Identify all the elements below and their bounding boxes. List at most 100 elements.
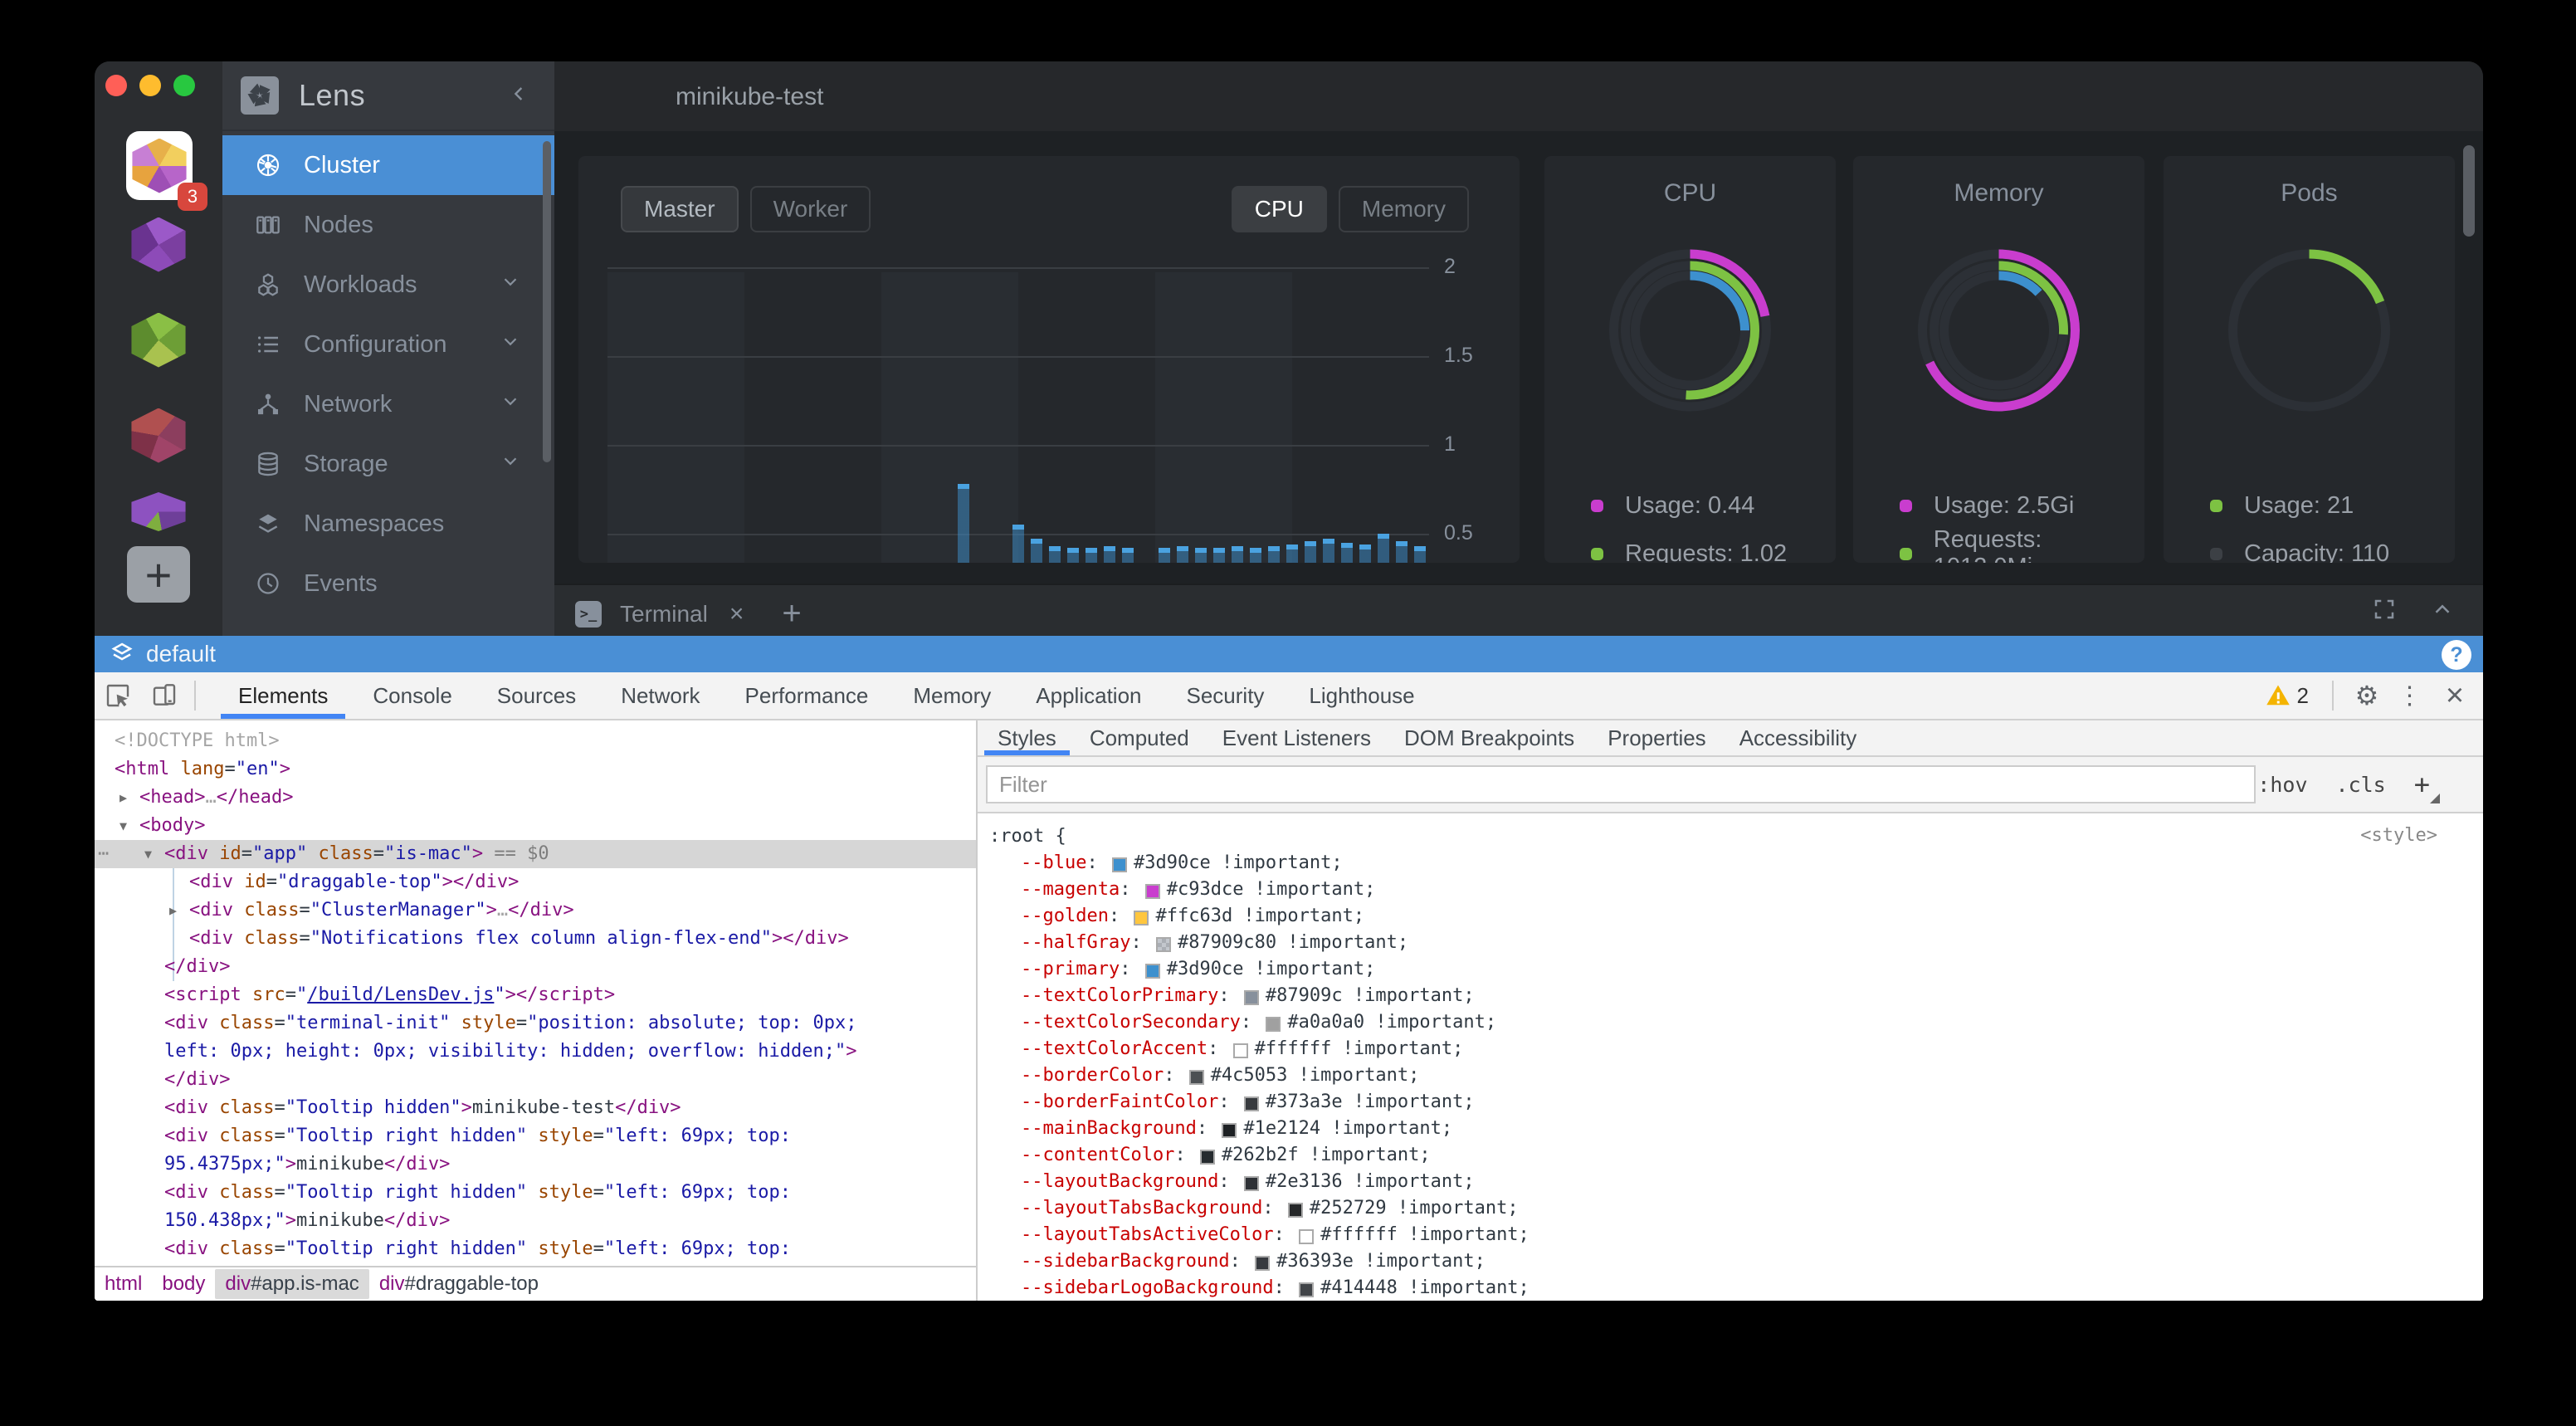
cluster-icon-active[interactable]: 3 (126, 131, 207, 211)
device-toolbar-icon[interactable] (141, 672, 188, 719)
cluster-icon-3[interactable] (127, 312, 190, 368)
devtools-tab-memory[interactable]: Memory (913, 682, 992, 708)
fullscreen-terminal-icon[interactable] (2372, 597, 2397, 626)
css-selector[interactable]: :root { (989, 826, 1066, 847)
dom-node[interactable]: <html lang="en"> (115, 759, 290, 779)
collapse-sidebar-icon[interactable] (508, 82, 531, 110)
css-variable[interactable]: --mainBackground: #1e2124 !important; (1021, 1118, 1453, 1139)
color-swatch[interactable] (1232, 1043, 1248, 1058)
styles-filter-input[interactable] (986, 765, 2256, 803)
css-variable[interactable]: --primary: #3d90ce !important; (1021, 959, 1376, 979)
devtools-tab-sources[interactable]: Sources (496, 682, 577, 708)
styles-tab-accessibility[interactable]: Accessibility (1739, 725, 1857, 750)
master-node-tab[interactable]: Master (621, 186, 739, 232)
dom-node[interactable]: <div class="Notifications flex column al… (189, 928, 849, 949)
toggle-hover-state-button[interactable]: :hov (2257, 772, 2308, 797)
styles-tab-dom-breakpoints[interactable]: DOM Breakpoints (1404, 725, 1575, 750)
css-variable[interactable]: --textColorPrimary: #87909c !important; (1021, 985, 1475, 1006)
color-swatch[interactable] (1287, 1203, 1303, 1218)
color-swatch[interactable] (1111, 857, 1127, 872)
css-variable[interactable]: --halfGray: #87909c80 !important; (1021, 932, 1409, 953)
devtools-tab-lighthouse[interactable]: Lighthouse (1309, 682, 1415, 708)
dom-node[interactable]: <!DOCTYPE html> (115, 730, 280, 751)
devtools-tab-console[interactable]: Console (373, 682, 452, 708)
dom-node[interactable]: <script src="/build/LensDev.js"></script… (164, 984, 616, 1005)
css-variable[interactable]: --layoutTabsBackground: #252729 !importa… (1021, 1198, 1519, 1218)
expanded-arrow-icon[interactable]: ▼ (120, 818, 128, 833)
terminal-tab[interactable]: >_ Terminal × + (575, 595, 802, 632)
namespace-label[interactable]: default (146, 641, 217, 667)
sidebar-scrollbar[interactable] (543, 141, 551, 462)
color-swatch[interactable] (1243, 1096, 1259, 1111)
dom-node[interactable]: 150.438px;">minikube</div> (164, 1210, 451, 1231)
memory-metric-tab[interactable]: Memory (1338, 186, 1469, 232)
color-swatch[interactable] (1243, 990, 1259, 1005)
collapse-terminal-icon[interactable] (2430, 597, 2455, 626)
dom-node[interactable]: <div class="Tooltip hidden">minikube-tes… (164, 1097, 681, 1118)
inspect-element-icon[interactable] (95, 672, 141, 719)
color-swatch[interactable] (1222, 1123, 1237, 1138)
sidebar-item-network[interactable]: Network (222, 374, 554, 434)
node-menu-dots[interactable]: ⋯ (98, 843, 109, 864)
dom-node[interactable]: ▼ <body> (95, 812, 976, 840)
css-variable[interactable]: --magenta: #c93dce !important; (1021, 879, 1376, 900)
color-swatch[interactable] (1188, 1070, 1204, 1085)
dom-node[interactable]: ▶ <head>…</head> (95, 784, 976, 812)
sidebar-item-cluster[interactable]: Cluster (222, 135, 554, 195)
css-variable[interactable]: --textColorAccent: #ffffff !important; (1021, 1038, 1464, 1059)
css-variable[interactable]: --borderFaintColor: #373a3e !important; (1021, 1091, 1475, 1112)
close-devtools-icon[interactable]: × (2445, 677, 2465, 713)
new-style-rule-button[interactable]: + (2413, 769, 2441, 803)
styles-tab-properties[interactable]: Properties (1608, 725, 1706, 750)
color-swatch[interactable] (1243, 1176, 1259, 1191)
sidebar-item-nodes[interactable]: Nodes (222, 195, 554, 255)
expanded-arrow-icon[interactable]: ▼ (144, 847, 153, 862)
worker-node-tab[interactable]: Worker (749, 186, 871, 232)
cluster-icon-5[interactable] (127, 492, 190, 531)
cluster-icon-4[interactable] (127, 406, 190, 465)
close-terminal-icon[interactable]: × (729, 599, 744, 628)
color-swatch[interactable] (1134, 911, 1149, 925)
dom-node[interactable]: </div> (164, 1069, 231, 1090)
css-variable[interactable]: --golden: #ffc63d !important; (1021, 906, 1365, 926)
css-variable[interactable]: --contentColor: #262b2f !important; (1021, 1145, 1431, 1165)
css-rules[interactable]: :root { <style> --blue: #3d90ce !importa… (978, 813, 2483, 1301)
devtools-tab-network[interactable]: Network (621, 682, 700, 708)
color-swatch[interactable] (1255, 1256, 1271, 1271)
dom-node[interactable]: <div class="Tooltip right hidden" style=… (164, 1238, 792, 1259)
dom-node[interactable]: <div id="draggable-top"></div> (189, 872, 520, 892)
new-terminal-button[interactable]: + (782, 595, 802, 632)
devtools-tab-performance[interactable]: Performance (744, 682, 869, 708)
collapsed-arrow-icon[interactable]: ▶ (169, 903, 178, 918)
collapsed-arrow-icon[interactable]: ▶ (120, 790, 128, 805)
breadcrumb-item[interactable]: div#draggable-top (378, 1272, 539, 1295)
css-variable[interactable]: --sidebarLogoBackground: #414448 !import… (1021, 1277, 1530, 1298)
css-variable[interactable]: --layoutTabsActiveColor: #ffffff !import… (1021, 1224, 1530, 1245)
dom-node[interactable]: 95.4375px;">minikube</div> (164, 1154, 451, 1174)
styles-tab-styles[interactable]: Styles (981, 720, 1073, 755)
maximize-window-button[interactable] (173, 75, 195, 96)
color-swatch[interactable] (1144, 884, 1160, 899)
settings-gear-icon[interactable]: ⚙ (2354, 681, 2379, 711)
sidebar-item-configuration[interactable]: Configuration (222, 315, 554, 374)
minimize-window-button[interactable] (139, 75, 161, 96)
color-swatch[interactable] (1299, 1282, 1315, 1297)
sidebar-item-workloads[interactable]: Workloads (222, 255, 554, 315)
css-variable[interactable]: --layoutBackground: #2e3136 !important; (1021, 1171, 1475, 1192)
sidebar-item-events[interactable]: Events (222, 554, 554, 613)
css-variable[interactable]: --sidebarBackground: #36393e !important; (1021, 1251, 1486, 1272)
dom-node[interactable]: <div class="terminal-init" style="positi… (164, 1013, 857, 1033)
style-source-link[interactable]: <style> (2360, 825, 2437, 846)
color-swatch[interactable] (1299, 1229, 1315, 1244)
elements-tree[interactable]: <!DOCTYPE html> <html lang="en"> ▶ <head>…<… (95, 720, 976, 1266)
cpu-metric-tab[interactable]: CPU (1231, 186, 1327, 232)
warnings-indicator[interactable]: 2 (2257, 683, 2317, 709)
styles-tab-event-listeners[interactable]: Event Listeners (1222, 725, 1371, 750)
breadcrumb-item[interactable]: body (162, 1272, 206, 1295)
close-window-button[interactable] (105, 75, 127, 96)
css-variable[interactable]: --borderColor: #4c5053 !important; (1021, 1065, 1420, 1086)
dom-node[interactable]: <div class="Tooltip right hidden" style=… (164, 1182, 792, 1203)
color-swatch[interactable] (1266, 1017, 1281, 1032)
devtools-tab-security[interactable]: Security (1186, 682, 1265, 708)
dom-node[interactable]: <div class="Tooltip right hidden" style=… (164, 1126, 792, 1146)
